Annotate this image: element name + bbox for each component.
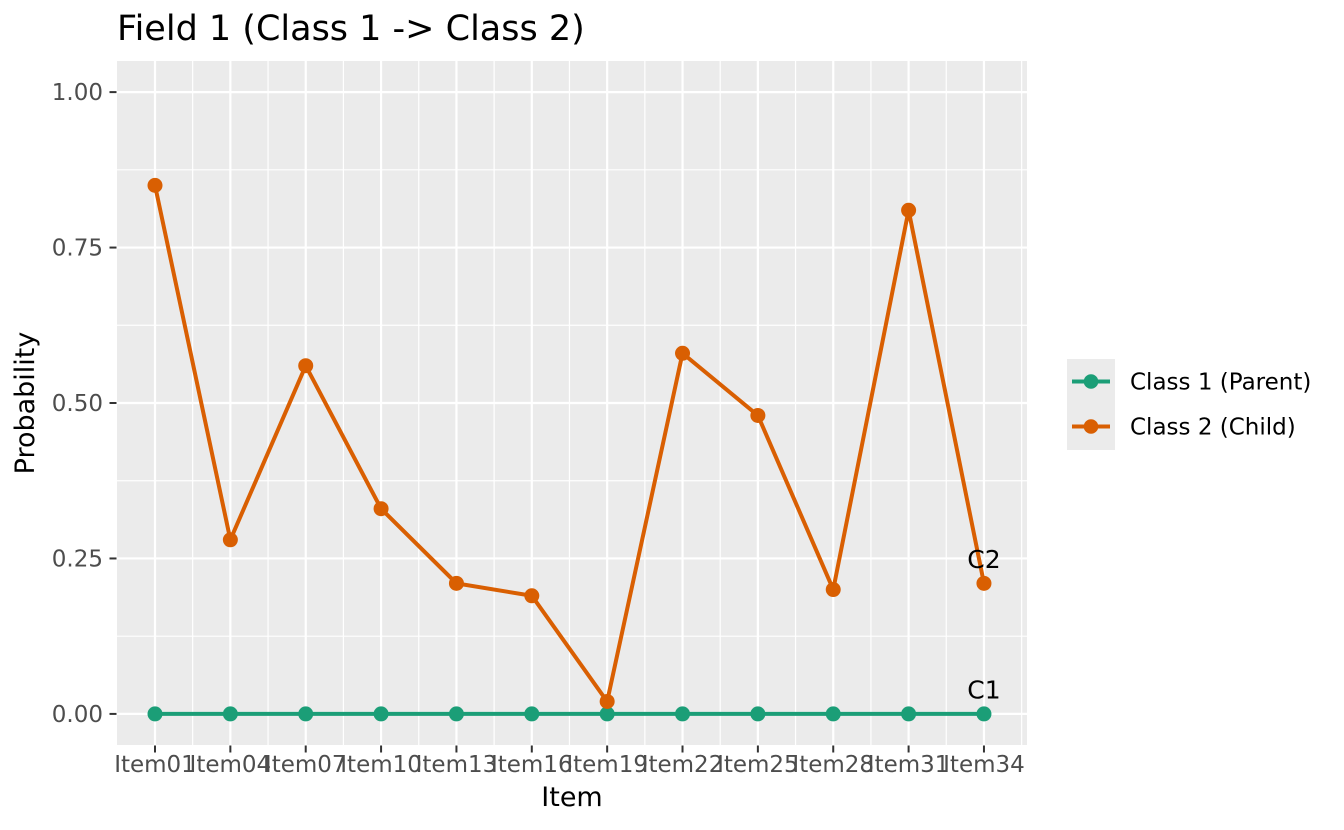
data-point — [222, 532, 238, 548]
legend: Class 1 (Parent) Class 2 (Child) — [1067, 359, 1311, 450]
x-tick-label: Item04 — [190, 752, 272, 778]
x-tick-label: Item28 — [792, 752, 874, 778]
x-tick-label: Item31 — [868, 752, 950, 778]
data-point — [373, 501, 389, 517]
data-point — [976, 575, 992, 591]
x-tick-label: Item22 — [642, 752, 724, 778]
legend-key-point — [1083, 419, 1099, 434]
data-point — [976, 706, 992, 722]
data-point — [222, 706, 238, 722]
chart-title: Field 1 (Class 1 -> Class 2) — [117, 9, 585, 49]
series-end-label: C2 — [967, 545, 1000, 574]
x-tick-label: Item16 — [491, 752, 573, 778]
x-tick-label: Item10 — [340, 752, 422, 778]
data-point — [298, 706, 314, 722]
x-tick-label: Item34 — [943, 752, 1025, 778]
data-point — [448, 706, 464, 722]
series-end-label: C1 — [967, 675, 1000, 704]
y-tick-label: 0.25 — [52, 546, 103, 572]
data-point — [147, 177, 163, 193]
data-point — [373, 706, 389, 722]
x-tick-label: Item19 — [566, 752, 648, 778]
data-point — [524, 588, 540, 604]
data-point — [825, 582, 841, 598]
legend-item-label: Class 1 (Parent) — [1130, 370, 1311, 396]
y-tick-label: 0.50 — [52, 391, 103, 417]
data-point — [147, 706, 163, 722]
x-axis-title: Item — [541, 782, 602, 813]
data-point — [524, 706, 540, 722]
series-line — [153, 184, 986, 707]
data-point — [825, 706, 841, 722]
x-tick-label: Item01 — [114, 752, 196, 778]
data-point — [448, 575, 464, 591]
data-point — [599, 693, 615, 709]
x-tick-label: Item13 — [416, 752, 498, 778]
plot-panel: 0.000.250.500.751.00Item01Item04Item07It… — [52, 61, 1027, 778]
y-tick-label: 0.00 — [52, 702, 103, 728]
data-point — [298, 358, 314, 374]
data-point — [901, 202, 917, 218]
data-point — [750, 706, 766, 722]
data-point — [750, 407, 766, 423]
x-tick-label: Item25 — [717, 752, 799, 778]
y-axis-title: Probability — [10, 332, 41, 475]
legend-item-label: Class 2 (Child) — [1130, 415, 1296, 441]
legend-key-point — [1083, 374, 1099, 389]
data-point — [675, 345, 691, 361]
data-point — [901, 706, 917, 722]
data-point — [599, 706, 615, 722]
x-tick-label: Item07 — [265, 752, 347, 778]
y-tick-label: 0.75 — [52, 236, 103, 262]
y-tick-label: 1.00 — [52, 80, 103, 106]
data-point — [675, 706, 691, 722]
legend-key-background — [1067, 359, 1115, 450]
